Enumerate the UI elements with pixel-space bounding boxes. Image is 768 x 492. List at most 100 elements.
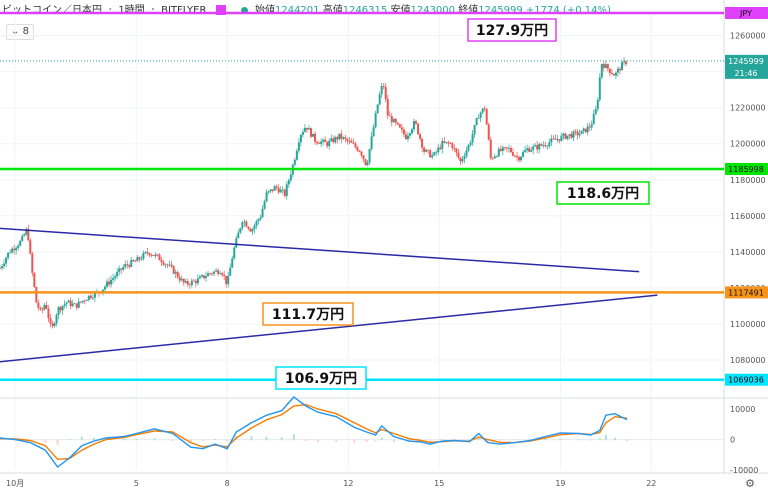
- candle-body-15: [29, 240, 32, 254]
- price-tick-label-9: 1080000: [730, 356, 766, 365]
- osc-hist-bar-38: [498, 439, 501, 442]
- osc-tick-label-1: 0: [730, 436, 735, 445]
- header-separator-2: ・: [147, 5, 158, 16]
- osc-hist-bar-40: [529, 439, 532, 441]
- candle-body-155: [312, 133, 315, 137]
- candle-body-128: [257, 219, 260, 222]
- high-label: 高値: [322, 5, 343, 16]
- candle-body-140: [281, 189, 284, 191]
- osc-hist-bar-16: [226, 439, 229, 442]
- close-label: 終値: [458, 5, 479, 16]
- candle-body-249: [501, 147, 504, 151]
- candle-body-265: [534, 145, 537, 147]
- osc-hist-bar-27: [374, 439, 377, 442]
- candle-body-111: [223, 274, 226, 276]
- level-axis-label-1: 1185998: [728, 165, 764, 174]
- osc-hist-bar-22: [304, 439, 307, 441]
- candle-body-72: [144, 252, 147, 254]
- candle-body-238: [479, 112, 482, 118]
- candle-body-40: [79, 301, 82, 303]
- candle-body-290: [584, 128, 587, 133]
- candle-body-37: [73, 303, 76, 305]
- candle-body-302: [608, 68, 611, 73]
- candle-body-294: [592, 114, 595, 125]
- level-callout-box-0: [467, 18, 557, 42]
- candle-body-113: [227, 275, 230, 284]
- candle-body-52: [104, 286, 107, 290]
- candle-body-279: [562, 133, 565, 136]
- candle-body-148: [297, 142, 300, 151]
- candle-body-2: [3, 263, 6, 267]
- candle-body-131: [263, 201, 266, 209]
- candle-body-268: [540, 144, 543, 146]
- osc-hist-bar-20: [280, 437, 283, 441]
- candle-body-99: [198, 276, 201, 279]
- osc-hist-bar-29: [392, 439, 395, 442]
- candle-body-296: [596, 99, 599, 110]
- candle-body-64: [128, 265, 131, 267]
- candle-body-281: [566, 135, 569, 139]
- level-callout-box-3: [275, 366, 367, 390]
- candle-body-126: [253, 225, 256, 230]
- candle-body-11: [21, 235, 24, 241]
- candle-body-152: [305, 127, 308, 130]
- candle-body-112: [225, 275, 228, 284]
- candle-body-38: [75, 303, 78, 308]
- candle-body-231: [465, 150, 468, 157]
- candle-body-300: [604, 64, 607, 68]
- candle-body-230: [463, 156, 466, 160]
- candle-body-176: [354, 143, 357, 148]
- time-tick-label-3: 12: [343, 479, 353, 488]
- candle-body-39: [77, 301, 80, 308]
- candle-body-197: [396, 122, 399, 125]
- candle-body-307: [618, 68, 621, 71]
- candle-body-94: [188, 284, 191, 286]
- candle-body-260: [524, 150, 527, 153]
- candle-body-291: [586, 126, 589, 133]
- candle-body-97: [194, 280, 197, 284]
- gear-icon[interactable]: ⚙: [745, 477, 755, 490]
- candle-body-58: [116, 271, 119, 277]
- level-callout-label-2: 111.7万円: [272, 307, 344, 323]
- price-tick-label-0: 1260000: [730, 32, 766, 41]
- candle-body-75: [150, 255, 153, 256]
- candle-body-55: [110, 279, 113, 285]
- time-tick-label-0: 10月: [6, 479, 24, 488]
- symbol-name[interactable]: ビットコイン／日本円: [2, 5, 102, 16]
- candle-body-107: [215, 270, 218, 272]
- candle-body-180: [362, 155, 365, 160]
- candle-body-269: [542, 145, 545, 146]
- osc-hist-bar-37: [486, 439, 489, 442]
- candle-body-53: [106, 281, 109, 287]
- interval-label[interactable]: 1時間: [118, 5, 145, 16]
- flag-icon[interactable]: [215, 5, 226, 15]
- candle-body-74: [148, 253, 151, 256]
- osc-hist-bar-39: [513, 439, 516, 441]
- candle-body-200: [402, 129, 405, 135]
- candle-body-4: [7, 252, 10, 258]
- candle-body-287: [578, 133, 581, 136]
- candle-body-96: [192, 280, 195, 282]
- candle-body-92: [184, 281, 187, 283]
- candle-body-81: [162, 262, 165, 265]
- candle-body-256: [515, 156, 518, 158]
- candle-body-284: [572, 131, 575, 138]
- trend-line-1: [0, 294, 658, 363]
- osc-hist-bar-14: [201, 439, 204, 442]
- candle-body-218: [439, 147, 442, 150]
- candle-body-232: [467, 144, 470, 151]
- osc-hist-bar-21: [292, 434, 295, 441]
- candle-body-143: [287, 180, 290, 185]
- candle-body-132: [265, 192, 268, 202]
- osc-hist-bar-41: [544, 438, 547, 441]
- level-axis-tag-0: [725, 7, 768, 19]
- candle-body-168: [338, 133, 341, 140]
- candle-body-163: [328, 140, 331, 147]
- candle-body-194: [390, 116, 393, 123]
- candle-body-47: [93, 292, 96, 298]
- candle-body-123: [247, 226, 250, 229]
- candle-body-95: [190, 280, 193, 286]
- candle-body-122: [245, 221, 248, 227]
- candle-body-245: [493, 156, 496, 159]
